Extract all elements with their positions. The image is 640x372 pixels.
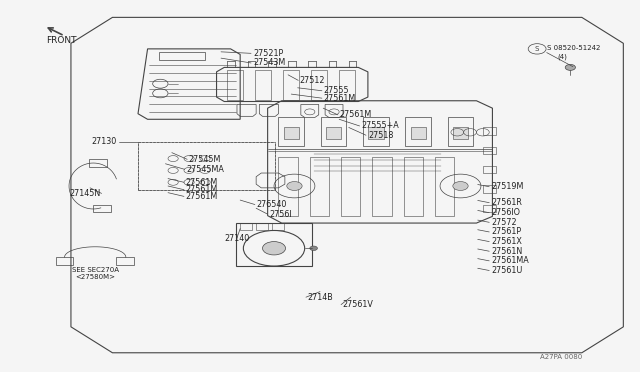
Bar [341,157,360,217]
Text: 27519M: 27519M [491,182,524,191]
Text: 27561M: 27561M [185,185,218,194]
Bar [284,70,300,100]
Text: A27PA 0080: A27PA 0080 [540,354,582,360]
Bar [435,157,454,217]
Bar [453,128,468,138]
Circle shape [453,182,468,190]
Text: <27580M>: <27580M> [76,274,115,280]
Bar [339,70,355,100]
Text: 2756IO: 2756IO [491,208,520,217]
Text: 27561R: 27561R [491,198,522,207]
Text: FRONT: FRONT [46,36,77,45]
Bar [321,117,346,146]
Text: 27561MA: 27561MA [491,256,529,265]
Text: 27555+A: 27555+A [362,122,399,131]
Text: 27561P: 27561P [491,227,521,237]
Bar [404,157,423,217]
Bar [448,117,473,146]
Text: 27545MA: 27545MA [186,165,224,174]
Circle shape [287,182,302,190]
Text: 27145N: 27145N [69,189,100,198]
Bar [284,128,299,138]
Text: 27561V: 27561V [342,300,373,309]
Circle shape [310,246,317,250]
Bar [256,223,268,230]
Bar [240,223,252,230]
Bar [255,70,271,100]
Text: 27561U: 27561U [491,266,522,275]
Bar [372,157,392,217]
Bar [90,159,108,167]
Text: 27140: 27140 [224,234,250,243]
Bar [410,128,426,138]
Text: 27543M: 27543M [253,58,285,67]
Bar [311,70,327,100]
Text: 27561M: 27561M [339,110,371,119]
Text: SEE SEC270A: SEE SEC270A [72,267,118,273]
Text: 27512: 27512 [300,76,325,85]
Text: 27521P: 27521P [253,49,283,58]
Bar [310,157,329,217]
Bar [278,117,304,146]
Bar [236,223,312,266]
Text: 2714B: 2714B [307,293,333,302]
Bar [272,223,284,230]
Circle shape [262,241,285,255]
Bar [405,117,431,146]
Text: 27130: 27130 [92,137,117,146]
Text: 27561N: 27561N [491,247,522,256]
Bar [278,157,298,217]
Text: S: S [535,46,540,52]
Circle shape [565,64,575,70]
Text: 27561M: 27561M [185,178,218,187]
Text: 276540: 276540 [256,200,287,209]
Text: 27561M: 27561M [185,192,218,201]
Text: 27572: 27572 [491,218,516,227]
Text: 27545M: 27545M [188,155,221,164]
Text: 27518: 27518 [368,131,393,140]
Bar [227,70,243,100]
Bar [56,257,74,264]
Bar [326,128,341,138]
Bar [363,117,388,146]
Text: 2756I: 2756I [269,210,292,219]
Text: 27561M: 27561M [323,94,355,103]
Text: 27555: 27555 [323,86,349,95]
Text: S 08520-51242: S 08520-51242 [547,45,600,51]
Bar [93,205,111,212]
Bar [368,128,383,138]
Text: (4): (4) [557,53,568,60]
Bar [116,257,134,264]
Text: 27561X: 27561X [491,237,522,246]
